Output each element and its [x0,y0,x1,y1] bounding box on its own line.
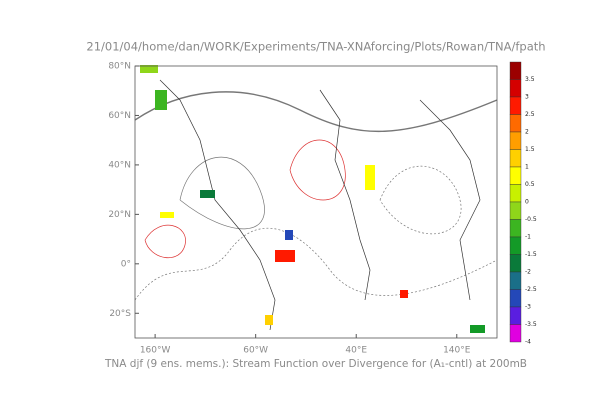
colorbar-label: 3 [525,94,529,101]
y-tick-label: 40°N [108,160,131,170]
y-tick-label: 20°N [108,210,131,220]
y-tick-label: 60°N [108,111,131,121]
colorbar-label: -3 [525,304,531,311]
map-shading [140,65,485,333]
colorbar-box [509,61,522,80]
map-field [134,79,498,331]
x-tick-label: 160°W [140,346,171,356]
colorbar-box [509,114,522,133]
x-tick-label: 40°E [345,346,367,356]
colorbar-box [509,79,522,98]
colorbar-box [509,96,522,115]
colorbar-label: -4 [525,339,531,346]
caption: TNA djf (9 ens. mems.): Stream Function … [104,358,527,370]
colorbar-label: -1.5 [525,251,537,258]
colorbar-label: 2 [525,129,529,136]
y-tick-label: 80°N [108,62,131,72]
x-tick-label: 140°E [443,346,471,356]
x-tick-label: 60°W [243,346,268,356]
colorbar-box [509,236,522,255]
colorbar-label: 2.5 [525,111,535,118]
title: 21/01/04/home/dan/WORK/Experiments/TNA-X… [86,40,545,54]
colorbar-box [509,184,522,203]
colorbar-label: -1 [525,234,531,241]
colorbar-label: -2.5 [525,286,537,293]
colorbar-box [509,254,522,273]
colorbar-label: 0 [525,199,529,206]
y-tick-label: 0° [121,259,131,269]
colorbar-box [509,219,522,238]
colorbar-box [509,289,522,308]
colorbar-box [509,306,522,325]
colorbar-label: -0.5 [525,216,537,223]
colorbar-label: 0.5 [525,181,535,188]
colorbar-label: 1 [525,164,529,171]
colorbar-label: -2 [525,269,531,276]
colorbar-box [509,166,522,185]
y-tick-label: 20°S [109,309,131,319]
colorbar-box [509,149,522,168]
colorbar-box [509,324,522,343]
plot-frame [134,65,498,339]
colorbar-label: -3.5 [525,321,537,328]
colorbar-label: 1.5 [525,146,535,153]
colorbar-box [509,131,522,150]
colorbar-box [509,201,522,220]
colorbar-box [509,271,522,290]
colorbar-label: 3.5 [525,76,535,83]
